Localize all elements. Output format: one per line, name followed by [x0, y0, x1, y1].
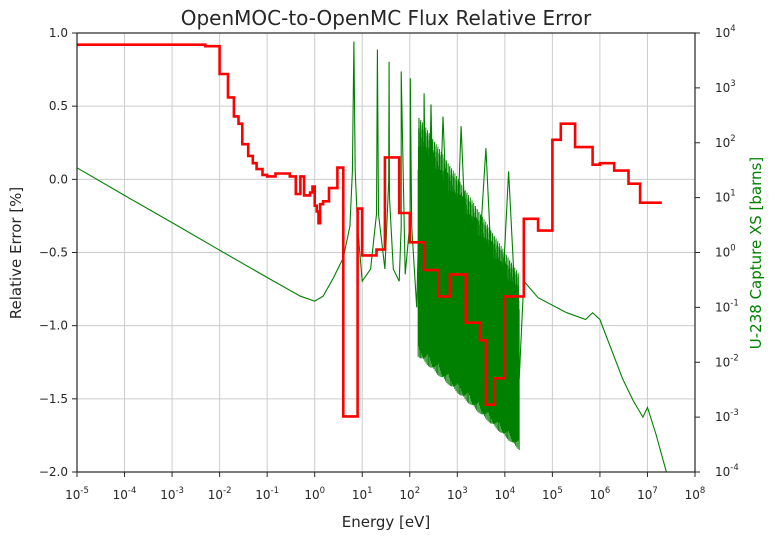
y2-tick-label: 104 — [715, 24, 736, 40]
x-tick-label: 106 — [590, 486, 611, 502]
y2-tick-label: 10-4 — [715, 463, 739, 479]
x-tick-label: 103 — [447, 486, 468, 502]
x-axis-ticks: 10-5 10-4 10-3 10-2 10-1 100 101 102 103 104 105 10… — [65, 472, 705, 502]
y2-tick-label: 100 — [715, 244, 736, 260]
chart-title: OpenMOC-to-OpenMC Flux Relative Error — [181, 6, 592, 30]
x-axis-label: Energy [eV] — [342, 513, 430, 531]
x-tick-label: 100 — [304, 486, 325, 502]
x-tick-label: 10-4 — [113, 486, 137, 502]
x-tick-label: 10-5 — [65, 486, 89, 502]
y2-tick-label: 102 — [715, 134, 736, 150]
y2-tick-label: 101 — [715, 189, 736, 205]
y-tick-label: 1.0 — [49, 26, 68, 40]
x-tick-label: 10-2 — [208, 486, 232, 502]
y-tick-label: 0.5 — [49, 99, 68, 113]
y2-axis-label: U-238 Capture XS [barns] — [747, 157, 765, 349]
relative-error-step-line — [77, 43, 662, 418]
x-tick-label: 102 — [399, 486, 420, 502]
y2-tick-label: 10-2 — [715, 353, 739, 369]
x-tick-label: 104 — [494, 486, 515, 502]
y-tick-label: −1.5 — [39, 392, 68, 406]
x-tick-label: 108 — [685, 486, 706, 502]
y-tick-label: 0.0 — [49, 172, 68, 186]
x-tick-label: 10-3 — [160, 486, 184, 502]
x-tick-label: 10-1 — [255, 486, 279, 502]
y-axis-label: Relative Error [%] — [7, 187, 25, 320]
x-tick-label: 107 — [637, 486, 658, 502]
y-axis-ticks: 1.0 0.5 0.0 −0.5 −1.0 −1.5 −2.0 — [39, 26, 77, 479]
y2-tick-label: 10-1 — [715, 298, 739, 314]
x-tick-label: 101 — [352, 486, 373, 502]
y2-axis-ticks: 104 103 102 101 100 10-1 10-2 10-3 10-4 — [695, 24, 739, 479]
x-tick-label: 105 — [542, 486, 563, 502]
series-layer — [76, 41, 667, 473]
y-tick-label: −2.0 — [39, 465, 68, 479]
y-tick-label: −0.5 — [39, 246, 68, 260]
y2-tick-label: 103 — [715, 79, 736, 95]
y-tick-label: −1.0 — [39, 319, 68, 333]
y2-tick-label: 10-3 — [715, 408, 739, 424]
